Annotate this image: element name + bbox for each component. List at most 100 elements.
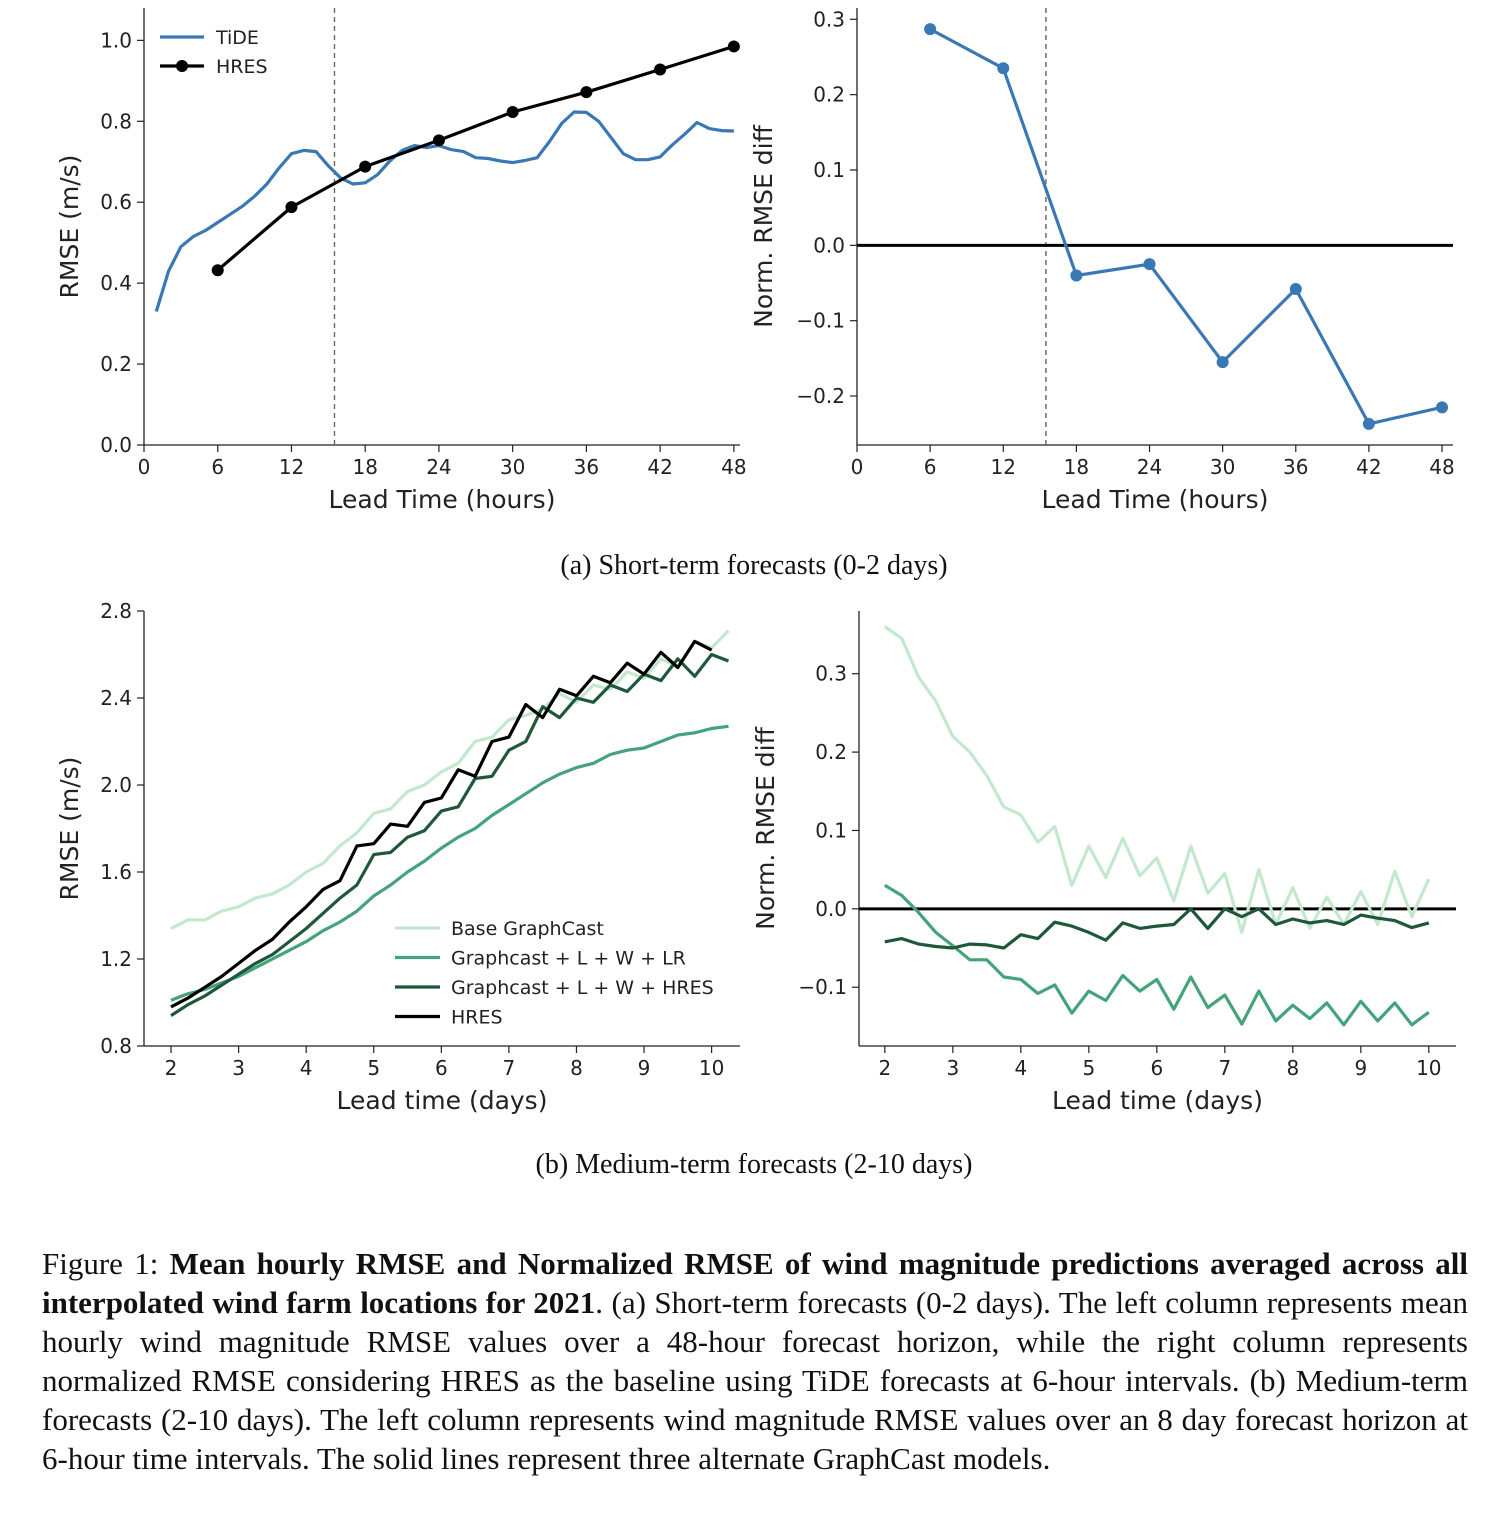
x-tick-label: 48: [1429, 455, 1454, 479]
caption-text: . (a) Short-term forecasts (0-2 days). T…: [42, 1285, 1468, 1476]
x-tick-label: 12: [991, 455, 1016, 479]
x-tick-label: 24: [1137, 455, 1162, 479]
y-tick-label: −0.1: [796, 309, 845, 333]
x-tick-label: 30: [1210, 455, 1235, 479]
y-tick-label: −0.2: [796, 384, 845, 408]
x-tick-label: 4: [1014, 1056, 1027, 1080]
series-line: [216, 44, 735, 272]
caption-bold: Mean hourly RMSE and Normalized RMSE of …: [42, 1246, 1468, 1320]
legend-label: HRES: [451, 1007, 503, 1029]
y-tick-label: 2.0: [100, 773, 132, 797]
caption-label: Figure 1:: [42, 1246, 159, 1281]
series-line: [929, 27, 1443, 426]
y-tick-label: 0.0: [815, 897, 847, 921]
series-line: [170, 629, 730, 930]
data-point: [580, 86, 593, 99]
data-point: [1216, 356, 1229, 369]
series-line: [884, 907, 1430, 950]
subcaption-a: (a) Short-term forecasts (0-2 days): [560, 550, 947, 581]
x-tick-label: 12: [279, 455, 304, 479]
y-tick-label: 0.8: [100, 109, 132, 133]
x-tick-label: 8: [570, 1056, 583, 1080]
x-tick-label: 36: [1283, 455, 1308, 479]
x-tick-label: 9: [1354, 1056, 1367, 1080]
y-tick-label: 0.3: [815, 662, 847, 686]
legend-marker: [176, 60, 188, 72]
x-tick-label: 42: [1356, 455, 1381, 479]
data-point: [432, 134, 445, 147]
y-tick-label: 0.1: [813, 158, 845, 182]
legend-label: HRES: [216, 56, 268, 78]
x-tick-label: 48: [721, 455, 746, 479]
x-tick-label: 3: [232, 1056, 245, 1080]
x-tick-label: 10: [1416, 1056, 1441, 1080]
data-point: [654, 63, 667, 76]
x-tick-label: 6: [435, 1056, 448, 1080]
x-tick-label: 36: [574, 455, 599, 479]
data-point: [1362, 417, 1375, 430]
x-axis-label: Lead time (days): [1052, 1086, 1263, 1115]
y-tick-label: 2.4: [100, 686, 132, 710]
y-axis-label: Norm. RMSE diff: [749, 124, 778, 327]
y-tick-label: 1.2: [100, 947, 132, 971]
data-point: [997, 62, 1010, 75]
x-tick-label: 18: [352, 455, 377, 479]
x-tick-label: 30: [500, 455, 525, 479]
legend-label: Graphcast + L + W + LR: [451, 948, 686, 970]
legend-label: Base GraphCast: [451, 918, 604, 940]
panel-b-right-norm-rmse-chart: 2 3 4 5 6 7 8 9 10 −0.1 0.0 0.1 0.2 0.3 Lead time (day…: [751, 611, 1456, 1115]
data-point: [1070, 269, 1083, 282]
series-line: [154, 110, 734, 312]
x-tick-label: 8: [1286, 1056, 1299, 1080]
series-line: [883, 883, 1430, 1027]
y-tick-label: 0.4: [100, 271, 132, 295]
panel-a-left-rmse-chart: 0 6 12 18 24 30 36 42 48 0.0 0.2 0.4 0.6 0.8 1.0 Lead T…: [55, 8, 747, 514]
x-tick-label: 0: [851, 455, 864, 479]
x-tick-label: 5: [367, 1056, 380, 1080]
y-tick-label: 0.2: [815, 740, 847, 764]
x-tick-label: 18: [1064, 455, 1089, 479]
series-line: [170, 652, 730, 1017]
x-tick-label: 0: [138, 455, 151, 479]
y-tick-label: 0.2: [100, 352, 132, 376]
y-tick-label: 1.0: [100, 28, 132, 52]
x-axis-label: Lead Time (hours): [1042, 485, 1269, 514]
data-point: [285, 201, 298, 214]
x-axis-label: Lead time (days): [337, 1086, 548, 1115]
series-line: [170, 724, 729, 1002]
x-tick-label: 7: [503, 1056, 516, 1080]
y-tick-label: 0.2: [813, 83, 845, 107]
x-tick-label: 5: [1082, 1056, 1095, 1080]
x-tick-label: 9: [638, 1056, 651, 1080]
legend-label: Graphcast + L + W + HRES: [451, 977, 714, 999]
y-tick-label: 0.0: [813, 233, 845, 257]
series-line: [170, 639, 713, 1009]
x-tick-label: 42: [647, 455, 672, 479]
y-tick-label: 0.0: [100, 433, 132, 457]
data-point: [359, 160, 372, 173]
data-point: [506, 105, 519, 118]
panel-a-right-norm-rmse-chart: 0 6 12 18 24 30 36 42 48 −0.2 −0.1 0.0 0.1 0.2 0.3 Lead…: [749, 7, 1455, 514]
y-tick-label: 2.8: [100, 599, 132, 623]
y-axis-label: RMSE (m/s): [55, 757, 84, 901]
y-tick-label: 0.6: [100, 190, 132, 214]
y-tick-label: 1.6: [100, 860, 132, 884]
data-point: [924, 23, 937, 36]
data-point: [727, 40, 740, 53]
figure-caption: Figure 1: Mean hourly RMSE and Normalize…: [42, 1244, 1468, 1478]
data-point: [1289, 283, 1302, 296]
x-tick-label: 6: [924, 455, 937, 479]
x-tick-label: 7: [1218, 1056, 1231, 1080]
x-tick-label: 6: [1150, 1056, 1163, 1080]
panel-b-left-rmse-chart: 2 3 4 5 6 7 8 9 10 0.8 1.2 1.6 2.0 2.4 2.8 Lead time (d…: [55, 599, 740, 1115]
data-point: [1436, 401, 1449, 414]
y-tick-label: 0.1: [815, 818, 847, 842]
data-point: [211, 264, 224, 277]
y-tick-label: −0.1: [798, 975, 847, 999]
x-tick-label: 3: [946, 1056, 959, 1080]
x-tick-label: 6: [211, 455, 224, 479]
series-line: [883, 625, 1431, 935]
x-tick-label: 4: [300, 1056, 313, 1080]
x-tick-label: 24: [426, 455, 451, 479]
